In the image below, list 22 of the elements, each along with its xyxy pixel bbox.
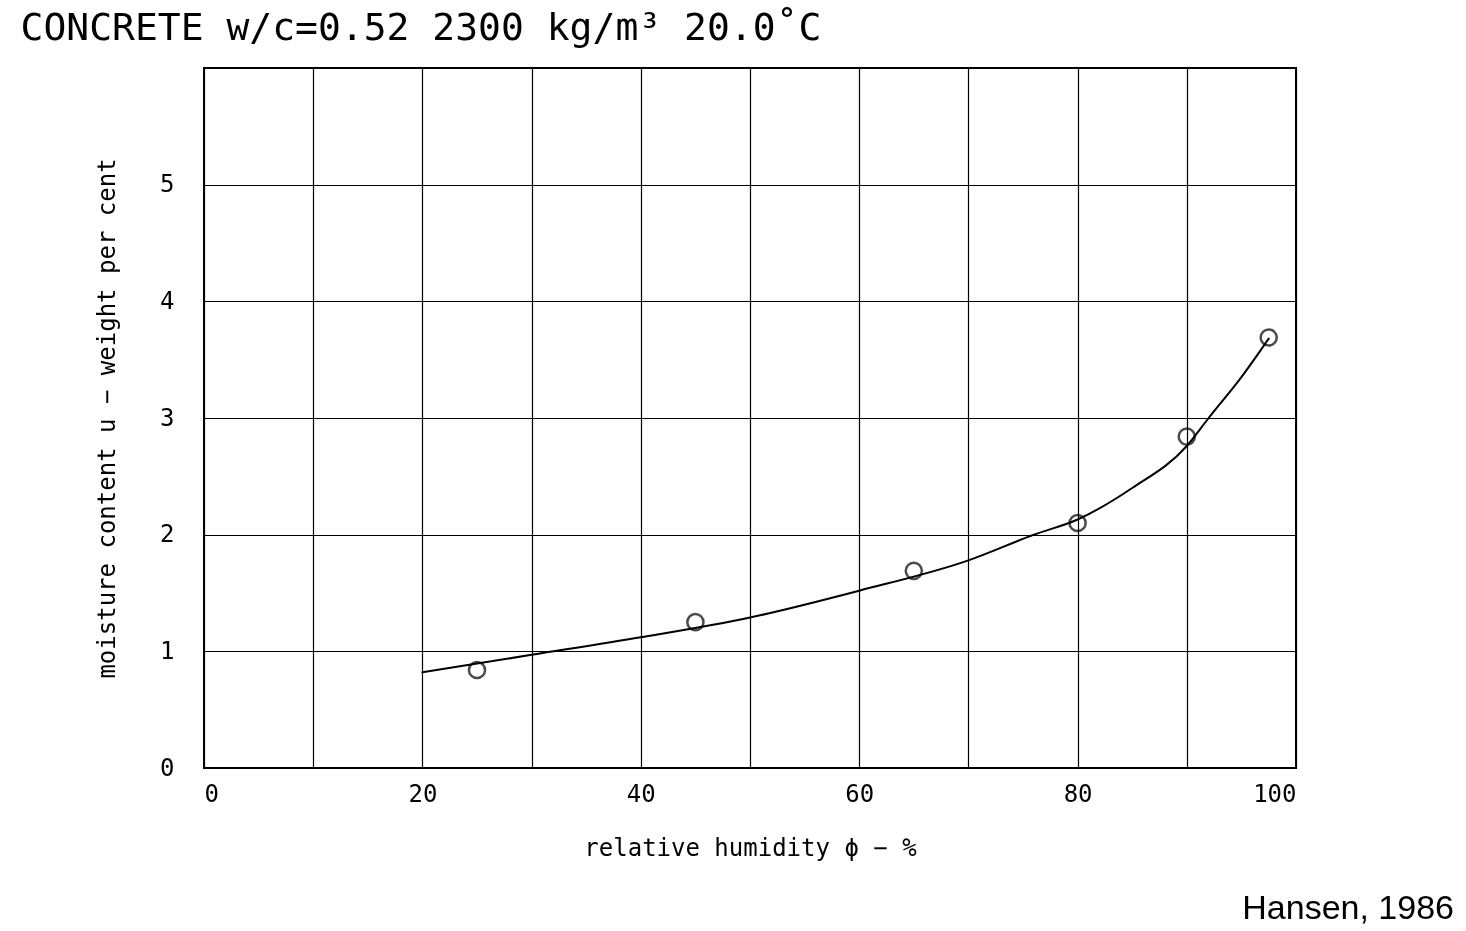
y-tick-label: 3 [160, 403, 175, 432]
x-tick-label: 80 [1063, 779, 1093, 808]
point [686, 612, 705, 632]
x-tick-label: 0 [204, 779, 219, 808]
y-tick-label: 1 [160, 636, 175, 665]
text: Hansen, 1986 [1242, 888, 1454, 927]
x-tick-label: 20 [408, 779, 438, 808]
y-axis-title: moisture content u − weight per cent [93, 158, 122, 679]
y-tick-label: 5 [160, 170, 175, 199]
point [1177, 427, 1197, 446]
x-axis-title: relative humidity ϕ − % [584, 833, 918, 862]
y-tick-label: 4 [160, 286, 175, 315]
x-tick-label: 60 [845, 779, 875, 808]
point [904, 561, 924, 581]
x-tick-label: 40 [626, 779, 656, 808]
point [1068, 513, 1087, 533]
x-tick-label: 100 [1253, 779, 1297, 808]
point [467, 660, 487, 680]
y-tick-label: 2 [160, 520, 175, 549]
chart-title: CONCRETE w/c=0.52 2300 kg/m³ 20.0˚C [20, 5, 822, 49]
point [1259, 328, 1279, 347]
y-tick-label: 0 [160, 753, 175, 782]
